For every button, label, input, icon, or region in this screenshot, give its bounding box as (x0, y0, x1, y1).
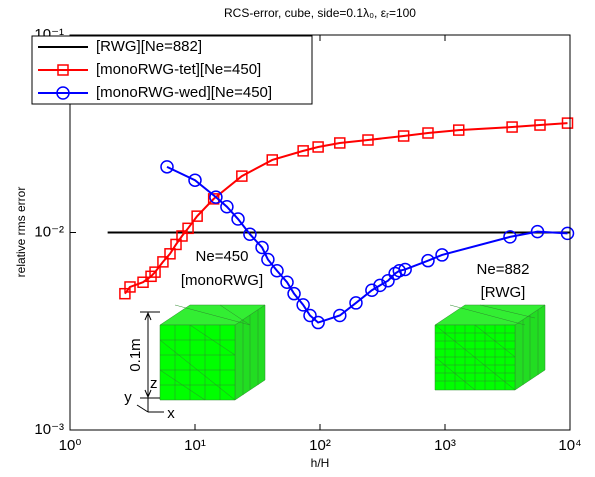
x-tick-label: 10⁴ (558, 437, 581, 454)
annotation: Ne=450 (196, 248, 249, 265)
y-tick-label: 10⁻² (34, 223, 64, 240)
y-axis-label: relative rms error (14, 187, 28, 278)
legend-label: [monoRWG-tet][Ne=450] (96, 61, 261, 78)
legend-label: [RWG][Ne=882] (96, 38, 202, 55)
annotation: 0.1m (127, 338, 144, 371)
x-axis-label: h/H (311, 456, 330, 470)
cube-monorwg (160, 305, 265, 400)
chart: RCS-error, cube, side=0.1λ₀, εᵣ=100 h/H … (0, 0, 595, 477)
annotation: x (167, 405, 175, 422)
annotation: [monoRWG] (181, 272, 263, 289)
legend: [RWG][Ne=882] [monoRWG-tet][Ne=450] [monoR… (32, 36, 312, 104)
annotation: y (124, 389, 132, 406)
annotation: z (150, 375, 158, 392)
legend-label: [monoRWG-wed][Ne=450] (96, 84, 272, 101)
annotation: Ne=882 (477, 261, 530, 278)
annotation: [RWG] (481, 284, 526, 301)
x-tick-label: 10² (309, 437, 331, 454)
x-tick-label: 10³ (434, 437, 456, 454)
chart-title: RCS-error, cube, side=0.1λ₀, εᵣ=100 (224, 6, 416, 20)
y-tick-label: 10⁻³ (34, 421, 64, 438)
x-tick-label: 10⁰ (59, 437, 82, 454)
x-tick-label: 10¹ (184, 437, 206, 454)
cube-rwg (435, 305, 545, 390)
